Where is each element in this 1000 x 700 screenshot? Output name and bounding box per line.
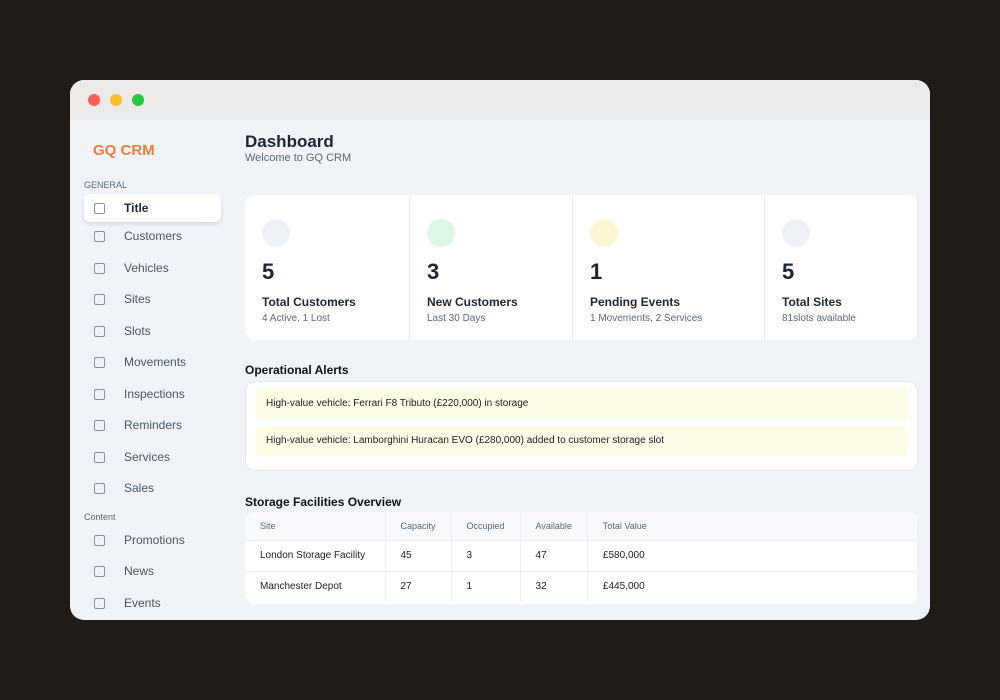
table-cell: 32 — [520, 570, 588, 602]
stat-detail: 81slots available — [782, 313, 856, 324]
column-header: Capacity — [385, 512, 452, 540]
column-header: Available — [520, 512, 588, 540]
stat-card: 5 Total Sites 81slots available — [765, 195, 918, 340]
nav-item[interactable]: Events — [84, 589, 221, 621]
table-cell: London Storage Facility — [245, 539, 386, 571]
stat-card: 1 Pending Events 1 Movements, 2 Services — [573, 195, 765, 340]
stat-value: 5 — [262, 259, 275, 284]
alerts: High-value vehicle: Ferrari F8 Tributo (… — [245, 381, 918, 471]
alert: High-value vehicle: Ferrari F8 Tributo (… — [256, 389, 907, 419]
table-cell: 47 — [520, 539, 588, 571]
section-title: Operational Alerts — [245, 363, 349, 377]
stat-icon — [427, 219, 455, 247]
table-cell: 27 — [385, 570, 452, 602]
stat-value: 1 — [590, 259, 603, 284]
nav-item[interactable]: Slots — [84, 317, 221, 349]
stat-label: New Customers — [427, 295, 518, 309]
table-row: London Storage Facility 45 3 47 £580,000 — [245, 539, 918, 571]
table-cell: 1 — [451, 570, 521, 602]
column-header: Total Value — [587, 512, 918, 540]
stat-detail: Last 30 Days — [427, 313, 486, 324]
stat-value: 5 — [782, 259, 795, 284]
brand: GQ CRM — [93, 142, 155, 159]
main: Dashboard Welcome to GQ CRM 5 Total Custo… — [245, 120, 918, 620]
section-label: GENERAL — [84, 180, 128, 190]
nav-item[interactable]: Reminders — [84, 411, 221, 443]
table-cell: 3 — [451, 539, 521, 571]
stat-value: 3 — [427, 259, 440, 284]
nav-item[interactable]: Vehicles — [84, 254, 221, 286]
column-header: Site — [245, 512, 386, 540]
section-label: Content — [84, 511, 116, 522]
nav-item[interactable]: Movements — [84, 348, 221, 380]
table-cell: 45 — [385, 539, 452, 571]
nav-item[interactable]: Title — [84, 194, 221, 222]
table-cell: £445,000 — [587, 570, 918, 602]
stat-detail: 1 Movements, 2 Services — [590, 313, 703, 324]
page-title: Dashboard — [245, 132, 334, 151]
stat-label: Pending Events — [590, 295, 681, 309]
nav-item[interactable]: News — [84, 557, 221, 589]
stat-label: Total Sites — [782, 295, 842, 309]
column-header: Occupied — [451, 512, 521, 540]
table: Site Capacity Occupied Available Total Value… — [245, 512, 918, 602]
stat-icon — [590, 219, 618, 247]
sidebar: GQ CRM GENERAL Title Customers Vehicles Site… — [70, 120, 235, 620]
stat-card: 5 Total Customers 4 Active, 1 Lost — [245, 195, 410, 340]
nav-item[interactable]: Sales — [84, 474, 221, 506]
nav-item[interactable]: Services — [84, 443, 221, 475]
stat-icon — [262, 219, 290, 247]
nav-item[interactable]: Inspections — [84, 380, 221, 412]
alert: High-value vehicle: Lamborghini Huracan … — [256, 426, 907, 456]
table-row: Manchester Depot 27 1 32 £445,000 — [245, 570, 918, 602]
stat-label: Total Customers — [262, 295, 356, 309]
page-subtitle: Welcome to GQ CRM — [245, 152, 352, 164]
window: GQ CRM GENERAL Title Customers Vehicles Site… — [70, 80, 930, 620]
table-cell: Manchester Depot — [245, 570, 386, 602]
title-bar — [70, 80, 930, 120]
nav-item[interactable]: Sites — [84, 285, 221, 317]
stat-card: 3 New Customers Last 30 Days — [410, 195, 573, 340]
table-cell: £580,000 — [587, 539, 918, 571]
section-title: Storage Facilities Overview — [245, 495, 402, 509]
nav-item[interactable]: Promotions — [84, 526, 221, 558]
stat-icon — [782, 219, 810, 247]
table-header: Site Capacity Occupied Available Total Value — [245, 512, 918, 540]
nav-item[interactable]: Customers — [84, 222, 221, 254]
table-card: Site Capacity Occupied Available Total Value… — [245, 512, 918, 604]
stats: 5 Total Customers 4 Active, 1 Lost 3 New Cus… — [245, 195, 918, 340]
stat-detail: 4 Active, 1 Lost — [262, 313, 330, 324]
